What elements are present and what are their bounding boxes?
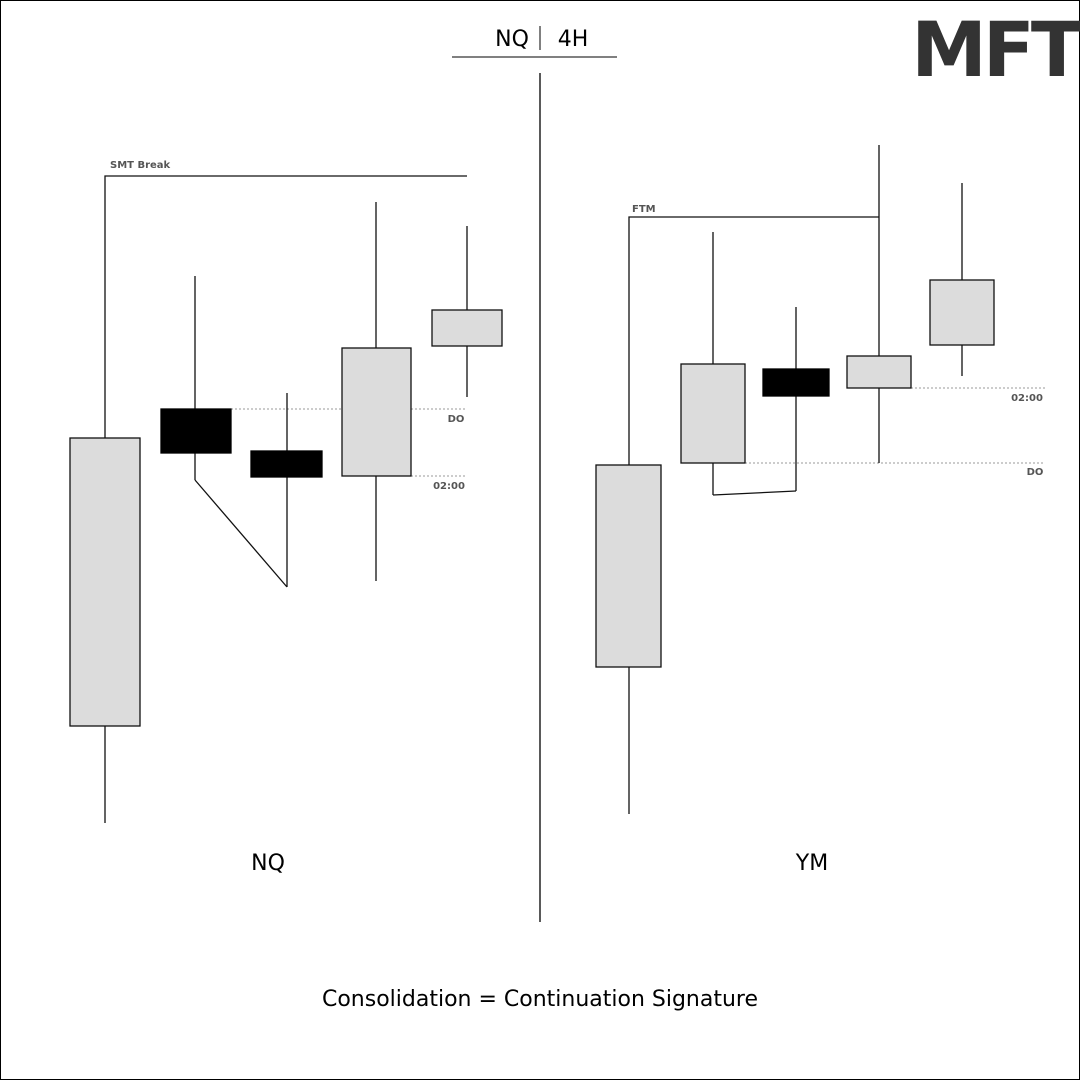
- logo: MFT: [911, 5, 1080, 94]
- connector: [712, 490, 797, 496]
- candle: [431, 309, 503, 347]
- nq-panel: SMT Break DO 02:00 NQ: [69, 160, 503, 876]
- candle: [69, 437, 141, 727]
- level-label: 02:00: [1011, 393, 1043, 404]
- connector: [194, 479, 288, 588]
- header-left: NQ: [495, 27, 529, 52]
- candle: [341, 347, 412, 477]
- annotation: FTM: [632, 204, 656, 215]
- footer: Consolidation = Continuation Signature: [322, 987, 758, 1012]
- level-label: DO: [1027, 467, 1044, 478]
- annotation: SMT Break: [110, 160, 171, 171]
- candle: [250, 450, 323, 478]
- ym-panel: FTM 02:00 DO YM: [595, 145, 1045, 876]
- candle: [160, 408, 232, 454]
- level-label: 02:00: [433, 481, 465, 492]
- candle: [595, 464, 662, 668]
- panel-label: NQ: [251, 851, 285, 876]
- candle: [929, 279, 995, 346]
- level-label: DO: [448, 414, 465, 425]
- candle: [846, 355, 912, 389]
- panel-label: YM: [795, 851, 828, 876]
- candle: [680, 363, 746, 464]
- header-right: 4H: [558, 27, 589, 52]
- candle: [762, 368, 830, 397]
